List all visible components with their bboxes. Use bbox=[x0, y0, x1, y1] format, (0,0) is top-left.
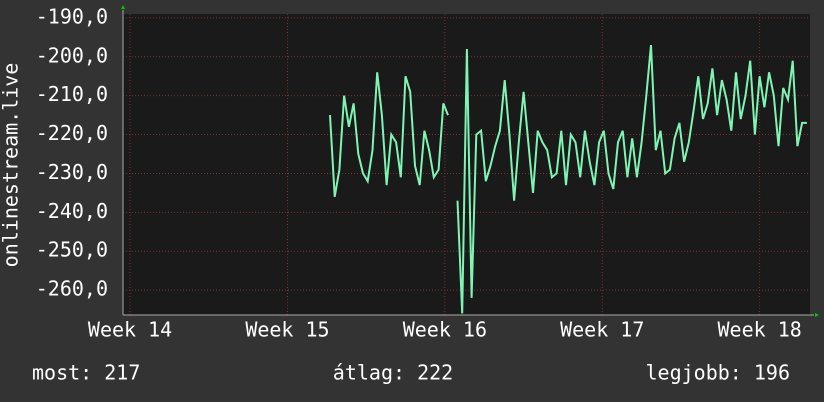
y-tick-label: -250,0 bbox=[36, 238, 108, 262]
axis-arrow bbox=[815, 313, 819, 317]
axis-arrow bbox=[121, 5, 125, 9]
footer-average: átlag: 222 bbox=[333, 361, 453, 385]
y-tick-label: -240,0 bbox=[36, 199, 108, 223]
x-tick-label: Week 14 bbox=[88, 318, 172, 342]
x-tick-label: Week 18 bbox=[717, 318, 801, 342]
y-tick-label: -200,0 bbox=[36, 43, 108, 67]
x-tick-label: Week 15 bbox=[245, 318, 329, 342]
x-tick-label: Week 16 bbox=[403, 318, 487, 342]
footer-best: legjobb: 196 bbox=[646, 361, 791, 385]
y-axis-label: onlinestream.live bbox=[0, 63, 23, 268]
x-tick-label: Week 17 bbox=[560, 318, 644, 342]
y-tick-label: -220,0 bbox=[36, 121, 108, 145]
data-line bbox=[329, 45, 807, 314]
y-tick-label: -210,0 bbox=[36, 82, 108, 106]
y-tick-label: -190,0 bbox=[36, 4, 108, 28]
y-tick-label: -260,0 bbox=[36, 277, 108, 301]
y-tick-label: -230,0 bbox=[36, 160, 108, 184]
footer-current: most: 217 bbox=[32, 361, 140, 385]
